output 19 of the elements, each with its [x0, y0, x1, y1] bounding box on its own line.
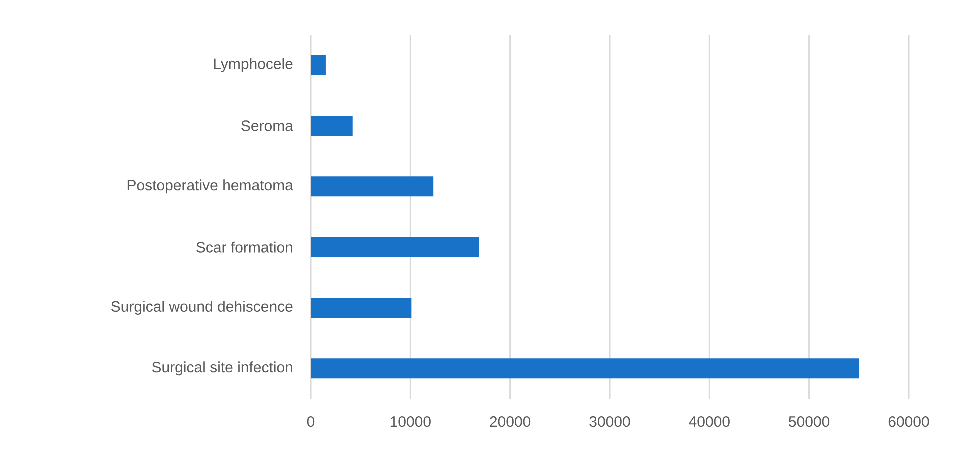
bar	[311, 55, 326, 76]
y-tick-label: Lymphocele	[214, 58, 293, 72]
bar	[311, 298, 412, 318]
y-tick-label: Surgical wound dehiscence	[112, 301, 293, 315]
y-tick-label: Surgical site infection	[152, 362, 292, 376]
x-tick-label: 50000	[789, 416, 830, 428]
bar	[311, 237, 480, 258]
y-tick-label: Seroma	[242, 120, 294, 132]
bar	[311, 116, 353, 136]
bar	[311, 176, 434, 197]
x-tick-label: 60000	[888, 416, 930, 428]
bar	[311, 358, 860, 379]
x-tick-label: 40000	[689, 416, 730, 428]
x-tick-label: 10000	[390, 416, 431, 428]
x-tick-label: 30000	[590, 416, 630, 428]
y-tick-label: Scar formation	[196, 242, 292, 253]
y-tick-label: Postoperative hematoma	[128, 180, 294, 194]
x-tick-label: 0	[307, 416, 315, 428]
x-tick-label: 20000	[490, 416, 531, 428]
